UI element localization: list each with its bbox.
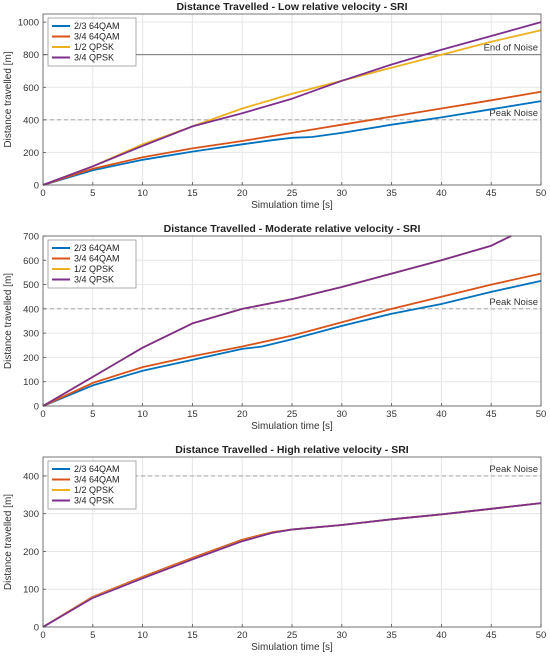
x-tick-label: 5 — [90, 630, 95, 641]
x-tick-label: 10 — [137, 630, 148, 641]
x-tick-label: 5 — [90, 188, 95, 199]
x-tick-label: 50 — [536, 409, 547, 420]
chart-panel-1: End of Noise Peak Noise 0 5 10 15 20 25 30 35 40 45… — [3, 1, 546, 211]
legend-entry: 3/4 64QAM — [74, 475, 120, 485]
legend-entry: 2/3 64QAM — [74, 21, 120, 31]
y-tick-label: 0 — [34, 623, 39, 634]
y-tick-label: 400 — [23, 471, 39, 482]
y-tick-label: 300 — [23, 509, 39, 520]
x-tick-label: 50 — [536, 630, 547, 641]
legend-entry: 3/4 QPSK — [74, 53, 114, 63]
x-tick-label: 40 — [436, 630, 447, 641]
x-tick-label: 30 — [337, 630, 348, 641]
legend-entry: 1/2 QPSK — [74, 42, 114, 52]
x-tick-label: 45 — [486, 409, 497, 420]
series-line-4 — [42, 502, 542, 628]
x-tick-label: 45 — [486, 188, 497, 199]
series-line-4 — [42, 235, 512, 407]
x-tick-label: 40 — [436, 188, 447, 199]
y-axis-label: Distance travelled [m] — [3, 273, 14, 369]
x-tick-label: 25 — [287, 188, 298, 199]
reference-line-label: Peak Noise — [489, 297, 538, 308]
x-tick-label: 35 — [386, 188, 397, 199]
y-tick-label: 400 — [23, 304, 39, 315]
x-tick-label: 45 — [486, 630, 497, 641]
y-tick-label: 600 — [23, 83, 39, 94]
x-tick-label: 10 — [137, 188, 148, 199]
x-tick-label: 25 — [287, 630, 298, 641]
x-tick-label: 15 — [187, 630, 198, 641]
chart-panel-3: Peak Noise 0 5 10 15 20 25 30 35 40 45 50 0 100 200 300… — [3, 444, 546, 653]
series-line-3 — [42, 29, 542, 186]
x-tick-label: 0 — [40, 188, 45, 199]
x-axis-label: Simulation time [s] — [251, 642, 333, 653]
y-tick-label: 0 — [34, 402, 39, 413]
y-tick-label: 1000 — [18, 18, 39, 29]
y-tick-label: 100 — [23, 377, 39, 388]
x-tick-label: 20 — [237, 188, 248, 199]
y-axis-label: Distance travelled [m] — [3, 494, 14, 590]
x-tick-label: 0 — [40, 409, 45, 420]
x-tick-label: 0 — [40, 630, 45, 641]
chart-title: Distance Travelled - Moderate relative v… — [164, 223, 421, 235]
x-tick-label: 35 — [386, 630, 397, 641]
x-tick-label: 40 — [436, 409, 447, 420]
series-line-1 — [42, 100, 542, 186]
x-tick-label: 30 — [337, 188, 348, 199]
x-tick-label: 5 — [90, 409, 95, 420]
y-tick-label: 200 — [23, 547, 39, 558]
series-line-2 — [42, 272, 542, 407]
legend-entry: 3/4 64QAM — [74, 254, 120, 264]
x-tick-label: 25 — [287, 409, 298, 420]
x-tick-label: 30 — [337, 409, 348, 420]
reference-line-label: Peak Noise — [489, 108, 538, 119]
x-tick-label: 10 — [137, 409, 148, 420]
y-tick-label: 100 — [23, 585, 39, 596]
chart-title: Distance Travelled - Low relative veloci… — [176, 1, 407, 13]
x-tick-label: 35 — [386, 409, 397, 420]
legend-entry: 2/3 64QAM — [74, 464, 120, 474]
y-axis-label: Distance travelled [m] — [3, 51, 14, 147]
x-tick-label: 20 — [237, 630, 248, 641]
x-axis-label: Simulation time [s] — [251, 421, 333, 432]
series-line-1 — [42, 280, 542, 407]
legend-entry: 3/4 64QAM — [74, 32, 120, 42]
y-tick-label: 800 — [23, 50, 39, 61]
reference-line-label: Peak Noise — [489, 464, 538, 475]
legend-entry: 2/3 64QAM — [74, 243, 120, 253]
y-tick-label: 200 — [23, 148, 39, 159]
y-tick-label: 700 — [23, 232, 39, 243]
reference-line-label: End of Noise — [484, 43, 538, 54]
x-tick-label: 50 — [536, 188, 547, 199]
legend-entry: 1/2 QPSK — [74, 485, 114, 495]
y-tick-label: 300 — [23, 329, 39, 340]
chart-title: Distance Travelled - High relative veloc… — [175, 444, 409, 456]
legend-entry: 3/4 QPSK — [74, 275, 114, 285]
legend-entry: 1/2 QPSK — [74, 264, 114, 274]
y-tick-label: 500 — [23, 280, 39, 291]
y-tick-label: 0 — [34, 181, 39, 192]
x-tick-label: 15 — [187, 188, 198, 199]
y-tick-label: 400 — [23, 115, 39, 126]
y-tick-label: 600 — [23, 256, 39, 267]
series-line-4 — [42, 21, 542, 186]
x-axis-label: Simulation time [s] — [251, 200, 333, 211]
x-tick-label: 20 — [237, 409, 248, 420]
legend-entry: 3/4 QPSK — [74, 496, 114, 506]
series-line-2 — [42, 90, 542, 186]
x-tick-label: 15 — [187, 409, 198, 420]
y-tick-label: 200 — [23, 353, 39, 364]
